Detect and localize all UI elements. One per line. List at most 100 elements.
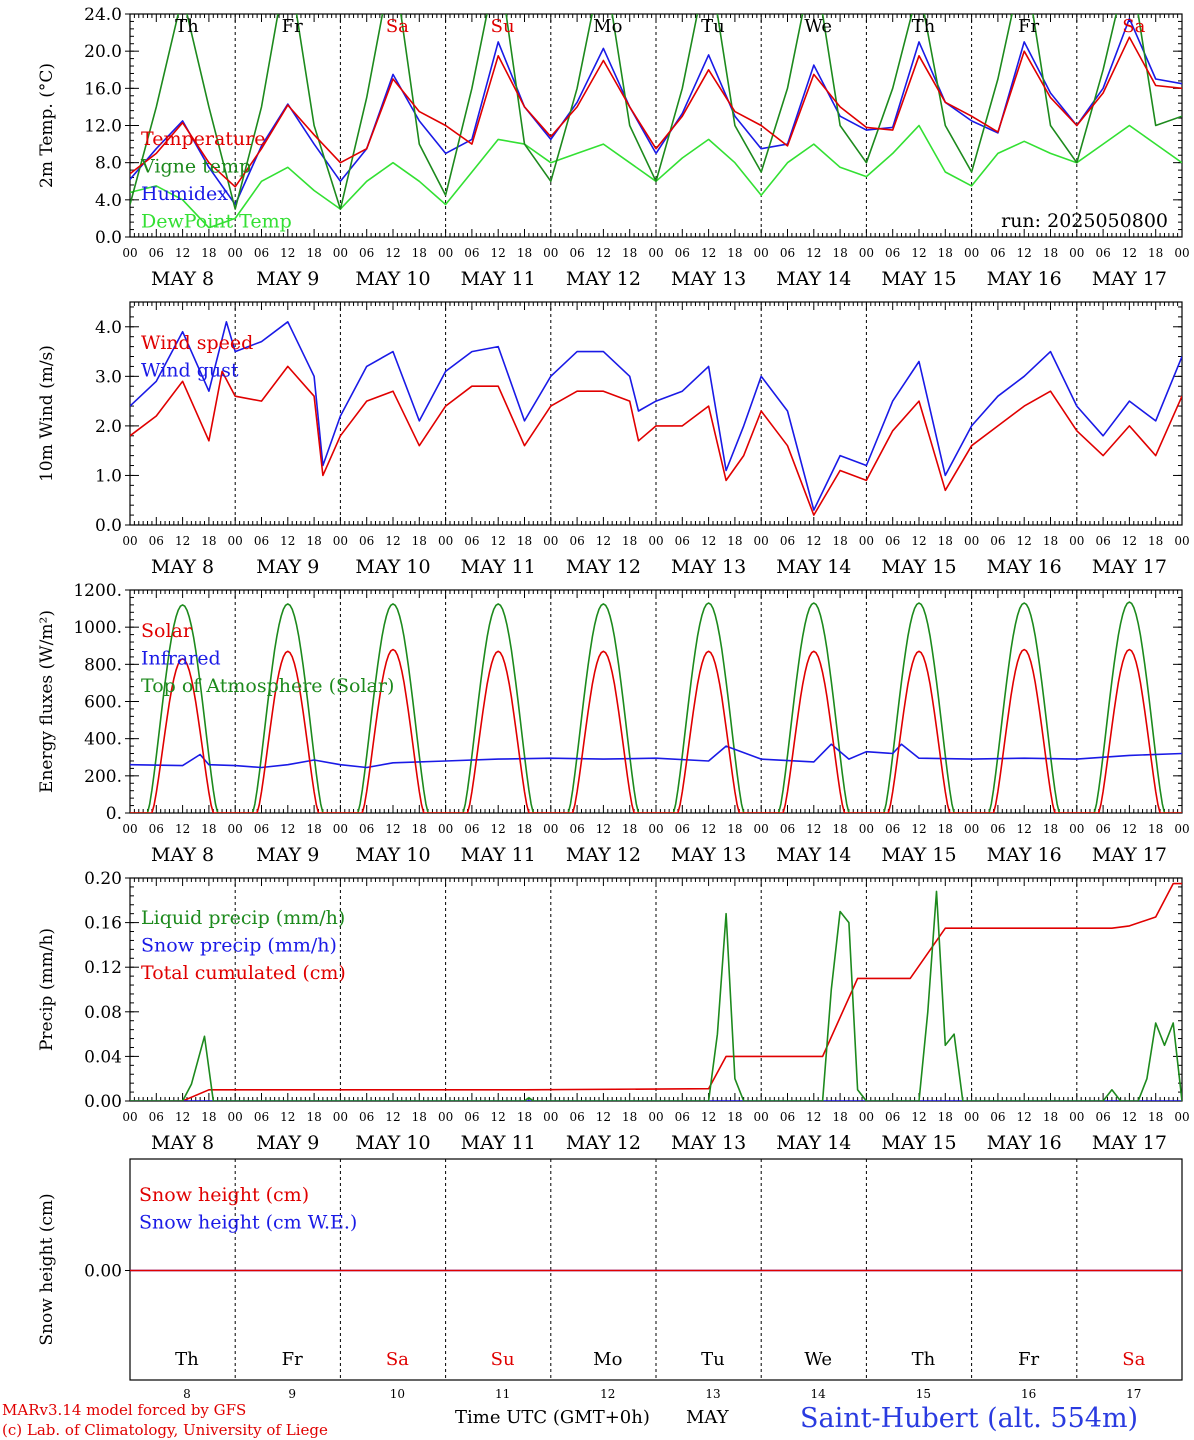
day-name-top: We: [804, 16, 832, 37]
hour-label: 18: [306, 822, 321, 836]
hour-label: 18: [727, 1110, 742, 1124]
hour-label: 18: [1043, 1110, 1058, 1124]
hour-label: 00: [333, 246, 348, 260]
hour-label: 06: [780, 534, 795, 548]
y-axis-label: 2m Temp. (°C): [37, 63, 57, 188]
hour-label: 00: [228, 822, 243, 836]
hour-label: 06: [1095, 1110, 1110, 1124]
day-number: 10: [390, 1387, 405, 1401]
hour-label: 06: [675, 1110, 690, 1124]
legend-item: Temperature: [141, 128, 265, 150]
hour-label: 00: [228, 1110, 243, 1124]
hour-label: 18: [622, 1110, 637, 1124]
hour-label: 18: [622, 534, 637, 548]
hour-label: 00: [859, 822, 874, 836]
date-label: MAY 16: [987, 844, 1062, 866]
hour-label: 06: [885, 822, 900, 836]
hour-label: 00: [228, 246, 243, 260]
date-label: MAY 15: [881, 556, 956, 578]
y-tick-label: 0.00: [84, 1262, 122, 1282]
hour-label: 12: [911, 246, 926, 260]
y-axis-label: Energy fluxes (W/m²): [37, 610, 57, 793]
hour-label: 12: [806, 1110, 821, 1124]
hour-label: 18: [1148, 246, 1163, 260]
date-label: MAY 13: [671, 844, 746, 866]
legend-item: Liquid precip (mm/h): [141, 907, 345, 929]
day-name-top: Th: [175, 16, 199, 37]
month-label: MAY: [686, 1407, 730, 1428]
legend-item: Top of Atmosphere (Solar): [141, 675, 394, 697]
hour-label: 18: [622, 246, 637, 260]
hour-label: 06: [359, 1110, 374, 1124]
date-label: MAY 16: [987, 556, 1062, 578]
hour-label: 06: [569, 534, 584, 548]
hour-label: 00: [964, 1110, 979, 1124]
series-layer: [130, 14, 1182, 1272]
hour-label: 12: [385, 246, 400, 260]
date-label: MAY 14: [776, 844, 851, 866]
panel-2-frame: [129, 301, 1183, 526]
legend-item: Snow precip (mm/h): [141, 935, 337, 957]
hour-label: 18: [938, 822, 953, 836]
hour-label: 12: [385, 822, 400, 836]
hour-label: 12: [806, 246, 821, 260]
hour-label: 06: [675, 822, 690, 836]
hour-label: 06: [885, 534, 900, 548]
hour-label: 12: [1122, 534, 1137, 548]
date-label: MAY 17: [1092, 268, 1167, 290]
hour-label: 12: [175, 822, 190, 836]
hour-label: 00: [333, 822, 348, 836]
hour-label: 12: [175, 534, 190, 548]
date-label: MAY 14: [776, 268, 851, 290]
hour-label: 18: [938, 246, 953, 260]
y-tick-label: 0.00: [84, 1092, 122, 1112]
date-label: MAY 9: [256, 556, 319, 578]
y-tick-label: 1200.: [73, 581, 122, 601]
date-label: MAY 11: [461, 1132, 536, 1154]
y-tick-label: 24.0: [84, 5, 122, 25]
hour-label: 06: [149, 246, 164, 260]
panel-3-series: [130, 601, 1182, 813]
date-label: MAY 11: [461, 268, 536, 290]
hour-label: 18: [832, 246, 847, 260]
panel-1-series: [130, 14, 1182, 229]
hour-label: 12: [1017, 822, 1032, 836]
series-line-infrared: [130, 743, 1182, 769]
hour-label: 00: [859, 246, 874, 260]
day-name-top: Fr: [282, 16, 303, 37]
hour-label: 00: [964, 534, 979, 548]
date-label: MAY 10: [355, 1132, 430, 1154]
date-label: MAY 14: [776, 1132, 851, 1154]
y-tick-label: 4.0: [95, 318, 122, 338]
hour-label: 18: [201, 822, 216, 836]
y-axis-label: Snow height (cm): [37, 1193, 57, 1345]
day-number: 17: [1126, 1387, 1141, 1401]
hour-label: 18: [306, 246, 321, 260]
hour-label: 18: [938, 534, 953, 548]
day-name-bottom: Th: [912, 1349, 936, 1370]
hour-label: 18: [517, 534, 532, 548]
hour-label: 06: [149, 534, 164, 548]
hour-label: 12: [491, 822, 506, 836]
hour-label: 18: [412, 246, 427, 260]
y-tick-label: 20.0: [84, 42, 122, 62]
day-name-top: Fr: [1018, 16, 1039, 37]
hour-label: 06: [885, 246, 900, 260]
date-label: MAY 9: [256, 1132, 319, 1154]
hour-label: 18: [1148, 1110, 1163, 1124]
hour-label: 00: [859, 534, 874, 548]
date-label: MAY 13: [671, 556, 746, 578]
text-layer: 0.0 4.0 8.0 12.0 16.0 20.0 24.0 2m Temp. (°C) 00…: [37, 5, 1190, 1401]
date-label: MAY 10: [355, 268, 430, 290]
hour-label: 06: [990, 534, 1005, 548]
hour-label: 00: [754, 534, 769, 548]
y-tick-label: 8.0: [95, 154, 122, 174]
hour-label: 00: [543, 822, 558, 836]
date-label: MAY 16: [987, 268, 1062, 290]
date-label: MAY 15: [881, 1132, 956, 1154]
y-tick-label: 0.: [106, 804, 122, 824]
hour-label: 06: [149, 822, 164, 836]
hour-label: 18: [1043, 822, 1058, 836]
hour-label: 00: [438, 1110, 453, 1124]
y-tick-label: 0.08: [84, 1003, 122, 1023]
